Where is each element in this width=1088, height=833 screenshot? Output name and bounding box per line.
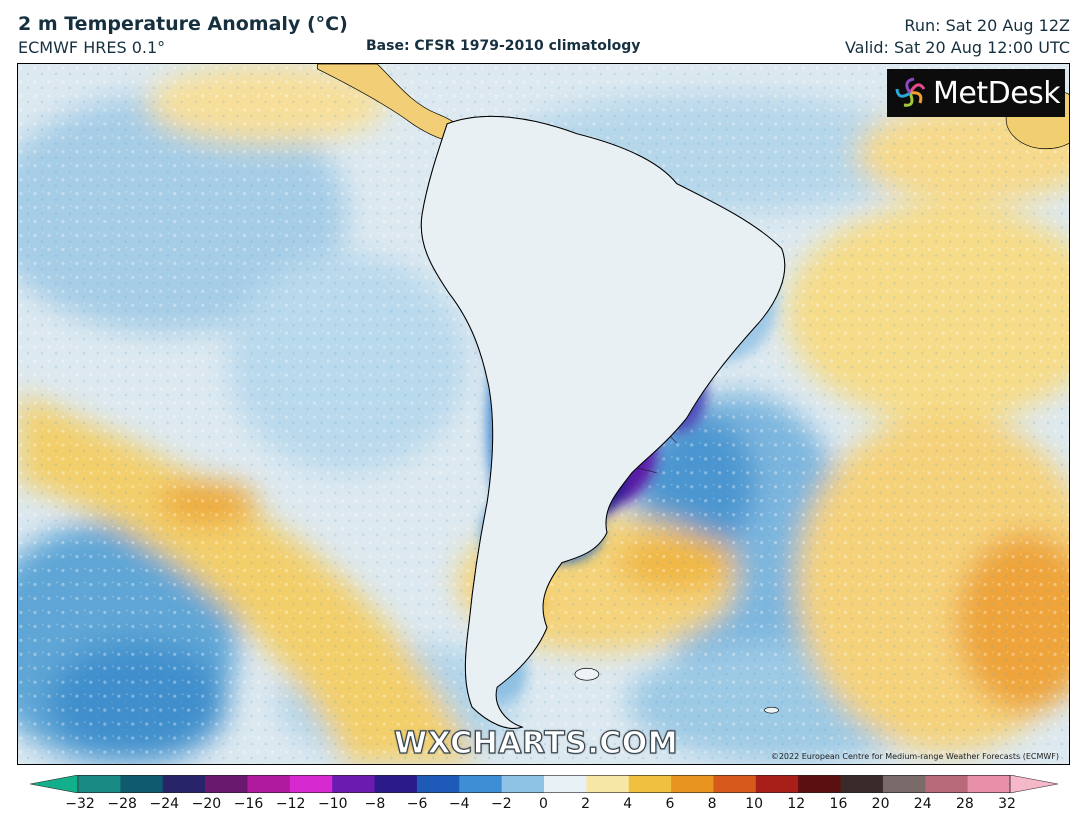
south-georgia-island xyxy=(764,706,779,714)
colorbar-tick-label: 6 xyxy=(665,796,675,812)
colorbar-tick-label: 10 xyxy=(745,796,764,812)
map-canvas xyxy=(18,64,1069,764)
climatology-base-label: Base: CFSR 1979-2010 climatology xyxy=(366,38,641,54)
metdesk-swirl-icon xyxy=(895,77,926,107)
south-america-continent xyxy=(420,115,786,729)
colorbar-segment xyxy=(544,775,587,793)
colorbar-tick-label: 4 xyxy=(623,796,633,812)
metdesk-logo-text: MetDesk xyxy=(933,75,1061,111)
colorbar-segment xyxy=(162,775,206,793)
colorbar-tick-label: 12 xyxy=(787,796,806,812)
colorbar-segment xyxy=(78,775,121,793)
colorbar-tick-label: −28 xyxy=(107,796,137,812)
metdesk-logo: MetDesk xyxy=(887,69,1065,117)
colorbar-segment xyxy=(120,775,164,793)
wxcharts-watermark: WXCHARTS.COM xyxy=(393,725,679,761)
colorbar-tick-label: −20 xyxy=(191,796,222,812)
colorbar-tick-label: −10 xyxy=(318,796,348,812)
colorbar-tick-label: 0 xyxy=(539,796,548,812)
colorbar-segment xyxy=(882,775,926,793)
colorbar-segment xyxy=(628,775,672,793)
colorbar-tick-label: −32 xyxy=(65,796,95,812)
run-time-label: Run: Sat 20 Aug 12Z xyxy=(904,16,1070,35)
colorbar-segment xyxy=(798,775,842,793)
colorbar-tick-label: 8 xyxy=(707,796,717,812)
colorbar-segment xyxy=(586,775,630,793)
colorbar-segment xyxy=(205,775,248,793)
colorbar-tick-label: 24 xyxy=(913,796,932,812)
colorbar-segment xyxy=(755,775,799,793)
colorbar-border xyxy=(77,775,1011,793)
colorbar-tick-label: 28 xyxy=(955,796,974,812)
colorbar-segment xyxy=(501,775,545,793)
colorbar-segment xyxy=(374,775,418,793)
colorbar-segment xyxy=(459,775,503,793)
colorbar-min-extend xyxy=(30,775,79,793)
anomaly-map[interactable]: MetDesk WXCHARTS.COM ©2022 European Cent… xyxy=(17,63,1070,765)
chart-title: 2 m Temperature Anomaly (°C) xyxy=(18,13,348,35)
colorbar-tick-label: 16 xyxy=(829,796,848,812)
colorbar-segment xyxy=(289,775,333,793)
colorbar-segment xyxy=(332,775,376,793)
colorbar-segment xyxy=(713,775,757,793)
colorbar-tick-label: −2 xyxy=(491,796,512,812)
colorbar-segment xyxy=(967,775,1011,793)
colorbar-tick-label: −4 xyxy=(448,796,470,812)
colorbar-tick-label: 2 xyxy=(581,796,591,812)
colorbar-labels: −32 −28 −24 −20 −16 −12 −10 −8 −6 −4 −2 0 2 4 6 8 10 12 16… xyxy=(0,796,1088,818)
colorbar-tick-label: −16 xyxy=(233,796,264,812)
model-label: ECMWF HRES 0.1° xyxy=(18,38,166,57)
colorbar-tick-label: 32 xyxy=(998,796,1016,812)
colorbar-tick-label: −6 xyxy=(406,796,428,812)
colorbar-tick-label: 20 xyxy=(871,796,890,812)
colorbar-tick-label: −24 xyxy=(149,796,180,812)
colorbar-segment xyxy=(925,775,969,793)
colorbar-max-extend xyxy=(1009,775,1058,793)
falkland-islands xyxy=(574,667,600,681)
colorbar-segment xyxy=(671,775,714,793)
copyright-note: ©2022 European Centre for Medium-range W… xyxy=(770,752,1059,761)
colorbar-tick-label: −12 xyxy=(275,796,306,812)
colorbar-segment xyxy=(416,775,460,793)
colorbar-segment xyxy=(247,775,291,793)
valid-time-label: Valid: Sat 20 Aug 12:00 UTC xyxy=(844,38,1070,57)
colorbar-segment xyxy=(840,775,884,793)
colorbar xyxy=(30,775,1058,793)
colorbar-tick-label: −8 xyxy=(364,796,386,812)
